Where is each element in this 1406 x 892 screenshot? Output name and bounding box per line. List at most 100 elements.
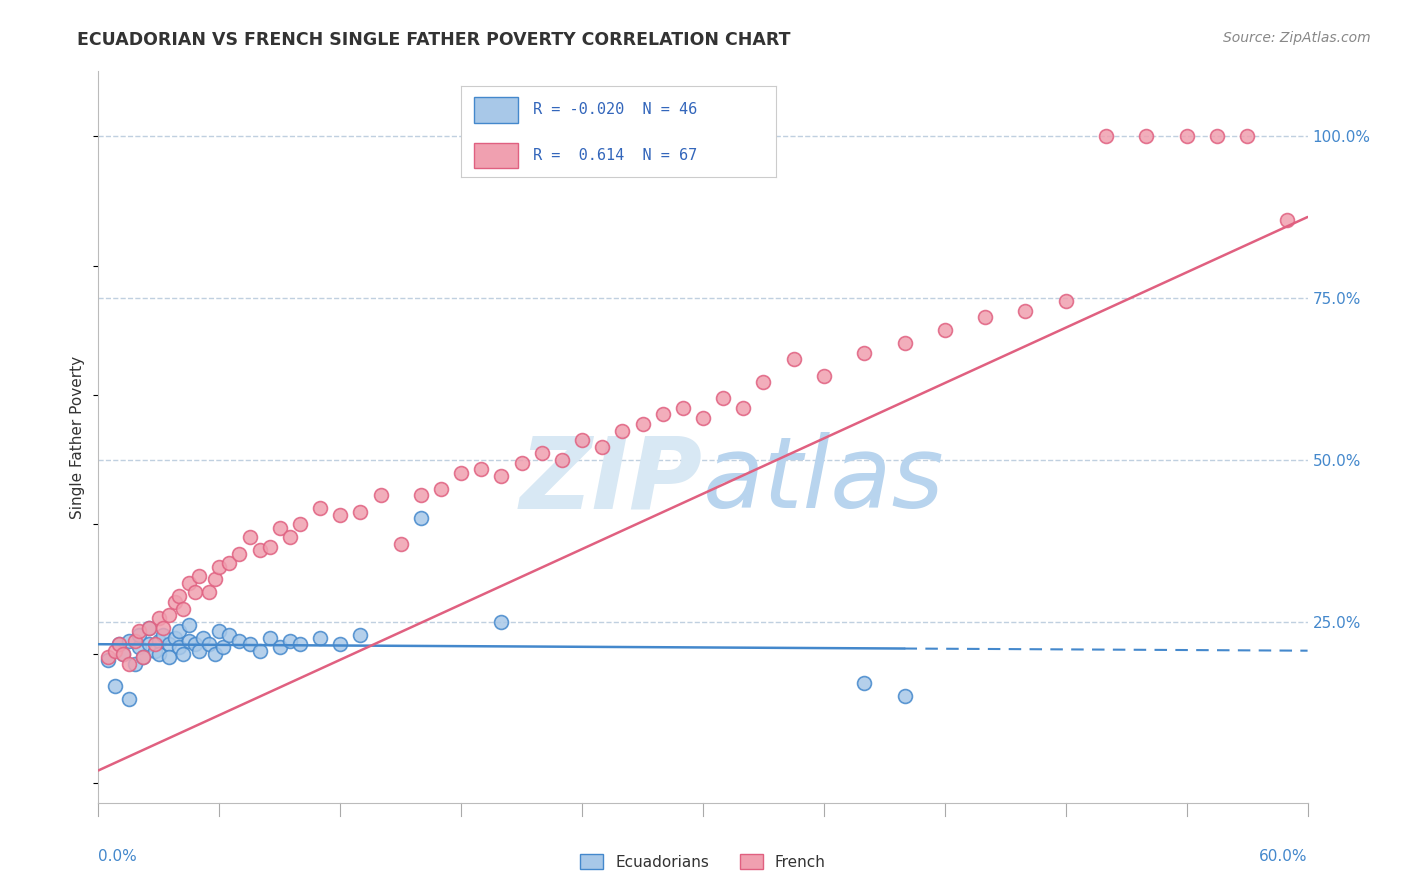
Point — [118, 692, 141, 706]
Point — [157, 608, 180, 623]
Point — [692, 410, 714, 425]
Point — [184, 637, 207, 651]
Point — [551, 452, 574, 467]
Y-axis label: Single Father Poverty: Single Father Poverty — [70, 356, 86, 518]
Point — [118, 657, 141, 671]
Point — [1135, 129, 1157, 144]
Point — [571, 434, 593, 448]
Point — [631, 417, 654, 431]
Point — [193, 631, 215, 645]
Point — [124, 657, 146, 671]
Point — [1175, 129, 1198, 144]
Point — [1206, 129, 1229, 144]
Point — [430, 482, 453, 496]
Point — [218, 627, 240, 641]
Point — [163, 631, 186, 645]
Point — [188, 643, 211, 657]
Point — [111, 647, 134, 661]
Point — [143, 637, 166, 651]
Point — [148, 611, 170, 625]
Point — [152, 621, 174, 635]
Point — [612, 424, 634, 438]
Point — [97, 650, 120, 665]
Point — [349, 627, 371, 641]
Point — [239, 530, 262, 544]
Point — [249, 543, 271, 558]
Point — [651, 408, 673, 422]
Point — [208, 559, 231, 574]
Point — [97, 653, 120, 667]
Point — [530, 446, 553, 460]
Point — [111, 647, 134, 661]
Point — [783, 352, 806, 367]
Text: atlas: atlas — [703, 433, 945, 530]
Point — [309, 631, 332, 645]
Point — [278, 530, 301, 544]
Point — [329, 637, 352, 651]
Point — [228, 634, 250, 648]
Point — [103, 643, 125, 657]
Point — [491, 469, 513, 483]
Point — [103, 679, 125, 693]
Point — [752, 375, 775, 389]
Point — [711, 391, 734, 405]
Point — [450, 466, 472, 480]
Point — [269, 640, 291, 655]
Point — [893, 689, 915, 703]
Point — [132, 650, 155, 665]
Point — [128, 624, 150, 639]
Point — [389, 537, 412, 551]
Point — [148, 634, 170, 648]
Point — [1095, 129, 1118, 144]
Point — [172, 601, 194, 615]
Point — [269, 521, 291, 535]
Point — [228, 547, 250, 561]
Point — [491, 615, 513, 629]
Point — [179, 634, 201, 648]
Point — [1054, 294, 1077, 309]
Point — [107, 637, 129, 651]
Point — [278, 634, 301, 648]
Text: 0.0%: 0.0% — [98, 849, 138, 864]
Point — [163, 595, 186, 609]
Point — [138, 637, 160, 651]
Point — [259, 540, 281, 554]
Text: ECUADORIAN VS FRENCH SINGLE FATHER POVERTY CORRELATION CHART: ECUADORIAN VS FRENCH SINGLE FATHER POVER… — [77, 31, 790, 49]
Point — [813, 368, 835, 383]
Point — [124, 634, 146, 648]
Point — [148, 647, 170, 661]
Point — [672, 401, 695, 415]
Text: Source: ZipAtlas.com: Source: ZipAtlas.com — [1223, 31, 1371, 45]
Point — [733, 401, 755, 415]
Point — [309, 501, 332, 516]
Point — [1236, 129, 1258, 144]
Point — [204, 573, 226, 587]
Point — [128, 627, 150, 641]
Point — [893, 336, 915, 351]
Legend: Ecuadorians, French: Ecuadorians, French — [574, 847, 832, 876]
Text: ZIP: ZIP — [520, 433, 703, 530]
Point — [167, 624, 190, 639]
Point — [167, 640, 190, 655]
Point — [239, 637, 262, 651]
Point — [179, 575, 201, 590]
Point — [853, 676, 876, 690]
Point — [152, 627, 174, 641]
Text: 60.0%: 60.0% — [1260, 849, 1308, 864]
Point — [179, 617, 201, 632]
Point — [167, 589, 190, 603]
Point — [409, 488, 432, 502]
Point — [288, 517, 311, 532]
Point — [974, 310, 997, 325]
Point — [198, 585, 221, 599]
Point — [188, 569, 211, 583]
Point — [1277, 213, 1299, 227]
Point — [138, 621, 160, 635]
Point — [107, 637, 129, 651]
Point — [198, 637, 221, 651]
Point — [510, 456, 533, 470]
Point — [249, 643, 271, 657]
Point — [157, 637, 180, 651]
Point — [349, 504, 371, 518]
Point — [208, 624, 231, 639]
